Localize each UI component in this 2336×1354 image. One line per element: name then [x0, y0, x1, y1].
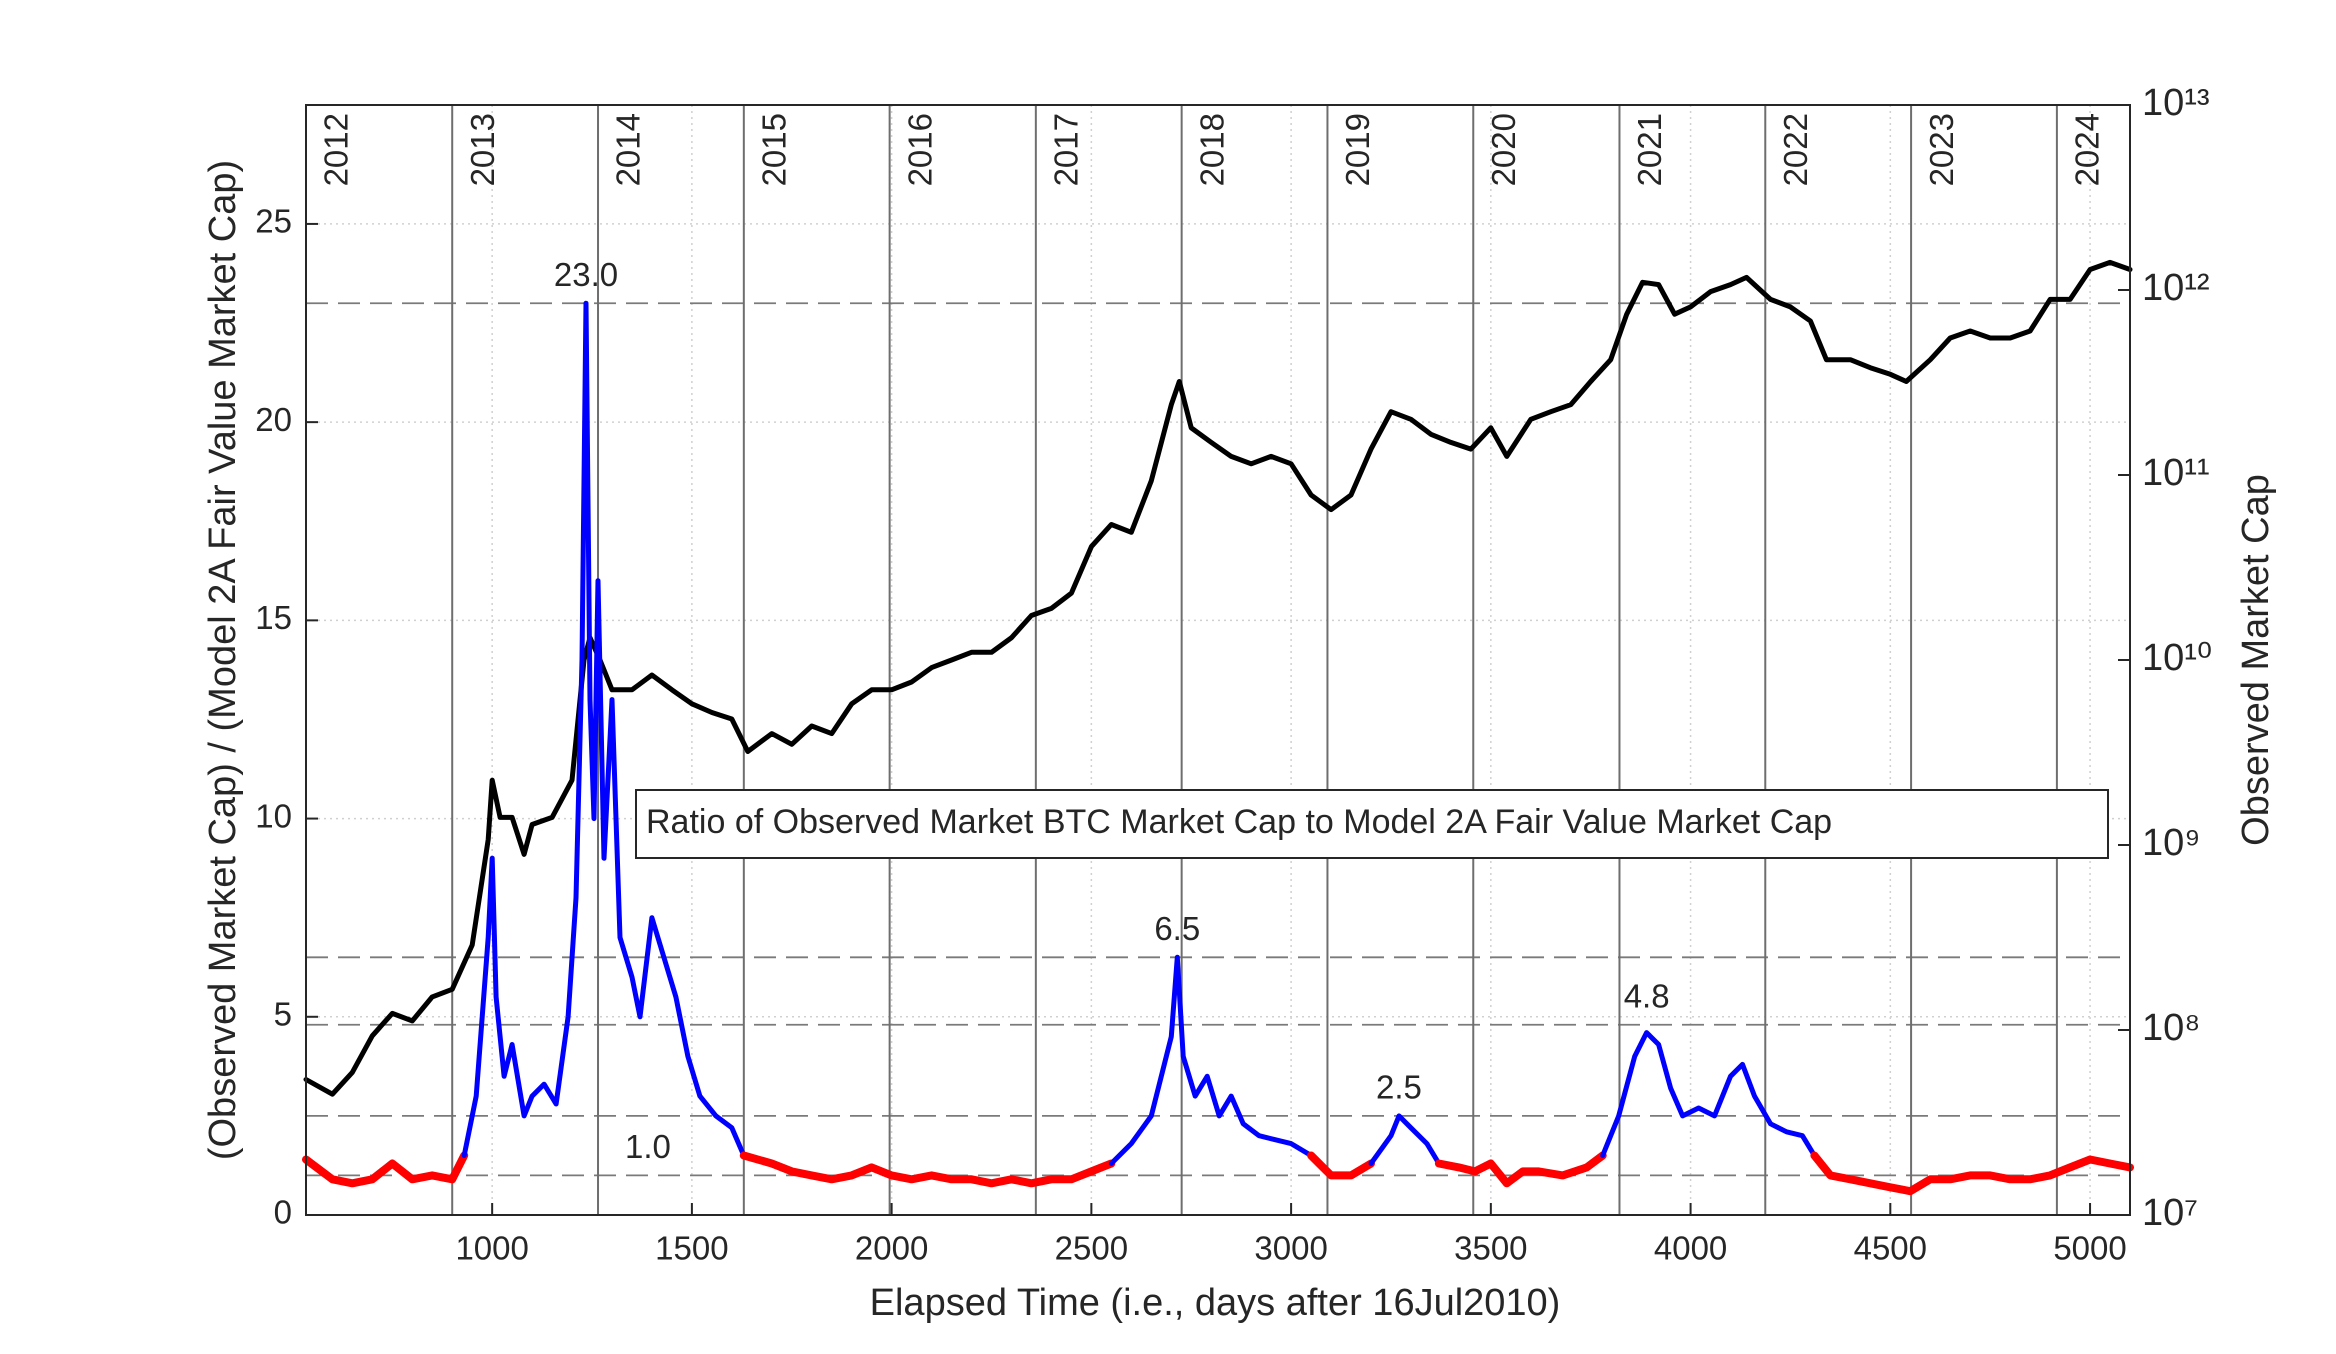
data-line	[1307, 1151, 1375, 1180]
y2-tick-label: 10¹²	[2142, 267, 2210, 309]
data-line	[1434, 1151, 1607, 1188]
x-tick-label: 2500	[1055, 1230, 1128, 1267]
year-label: 2024	[2069, 113, 2106, 186]
y-axis-title: (Observed Market Cap) / (Model 2A Fair V…	[202, 160, 244, 1160]
year-label: 2014	[610, 113, 647, 186]
data-line	[1600, 1030, 1817, 1158]
data-line	[461, 300, 747, 1158]
reference-label: 1.0	[625, 1128, 671, 1165]
x-tick-label: 3500	[1454, 1230, 1527, 1267]
y-tick-label: 20	[255, 401, 292, 438]
plot-area	[306, 105, 2130, 1215]
data-line	[1368, 1113, 1442, 1166]
y2-tick-label: 10¹¹	[2142, 452, 2210, 494]
year-label: 2020	[1485, 113, 1522, 186]
x-tick-label: 4500	[1854, 1230, 1927, 1267]
year-label: 2019	[1339, 113, 1376, 186]
year-label: 2017	[1048, 113, 1085, 186]
y2-tick-label: 10⁹	[2142, 822, 2201, 864]
legend-box	[635, 789, 2109, 859]
year-label: 2012	[318, 113, 355, 186]
y-tick-label: 25	[255, 203, 292, 240]
y2-tick-label: 10¹⁰	[2142, 637, 2212, 679]
reference-label: 23.0	[554, 256, 618, 293]
year-label: 2023	[1923, 113, 1960, 186]
year-label: 2013	[464, 113, 501, 186]
year-label: 2022	[1777, 113, 1814, 186]
year-label: 2015	[756, 113, 793, 186]
legend-label: Ratio of Observed Market BTC Market Cap …	[646, 803, 1832, 841]
x-tick-label: 1500	[655, 1230, 728, 1267]
reference-label: 6.5	[1154, 910, 1200, 947]
x-tick-label: 1000	[455, 1230, 528, 1267]
x-tick-label: 3000	[1254, 1230, 1327, 1267]
y2-tick-label: 10¹³	[2142, 82, 2210, 124]
data-line	[739, 1151, 1116, 1188]
x-tick-label: 4000	[1654, 1230, 1727, 1267]
y-tick-label: 0	[274, 1194, 292, 1231]
data-line	[303, 259, 2133, 1097]
y2-tick-label: 10⁸	[2142, 1007, 2200, 1049]
reference-label: 2.5	[1376, 1069, 1422, 1106]
y-tick-label: 15	[255, 599, 292, 636]
data-line	[1810, 1151, 2134, 1196]
year-label: 2021	[1631, 113, 1668, 186]
y2-axis-title: Observed Market Cap	[2235, 474, 2277, 846]
x-tick-label: 2000	[855, 1230, 928, 1267]
y-tick-label: 5	[274, 996, 292, 1033]
year-label: 2018	[1193, 113, 1230, 186]
data-line	[302, 1151, 469, 1188]
y-tick-label: 10	[255, 797, 292, 834]
year-label: 2016	[901, 113, 938, 186]
x-tick-label: 5000	[2053, 1230, 2126, 1267]
x-axis-title: Elapsed Time (i.e., days after 16Jul2010…	[870, 1282, 1561, 1324]
reference-label: 4.8	[1624, 977, 1670, 1014]
y2-tick-label: 10⁷	[2142, 1192, 2198, 1234]
data-line	[1108, 954, 1314, 1166]
